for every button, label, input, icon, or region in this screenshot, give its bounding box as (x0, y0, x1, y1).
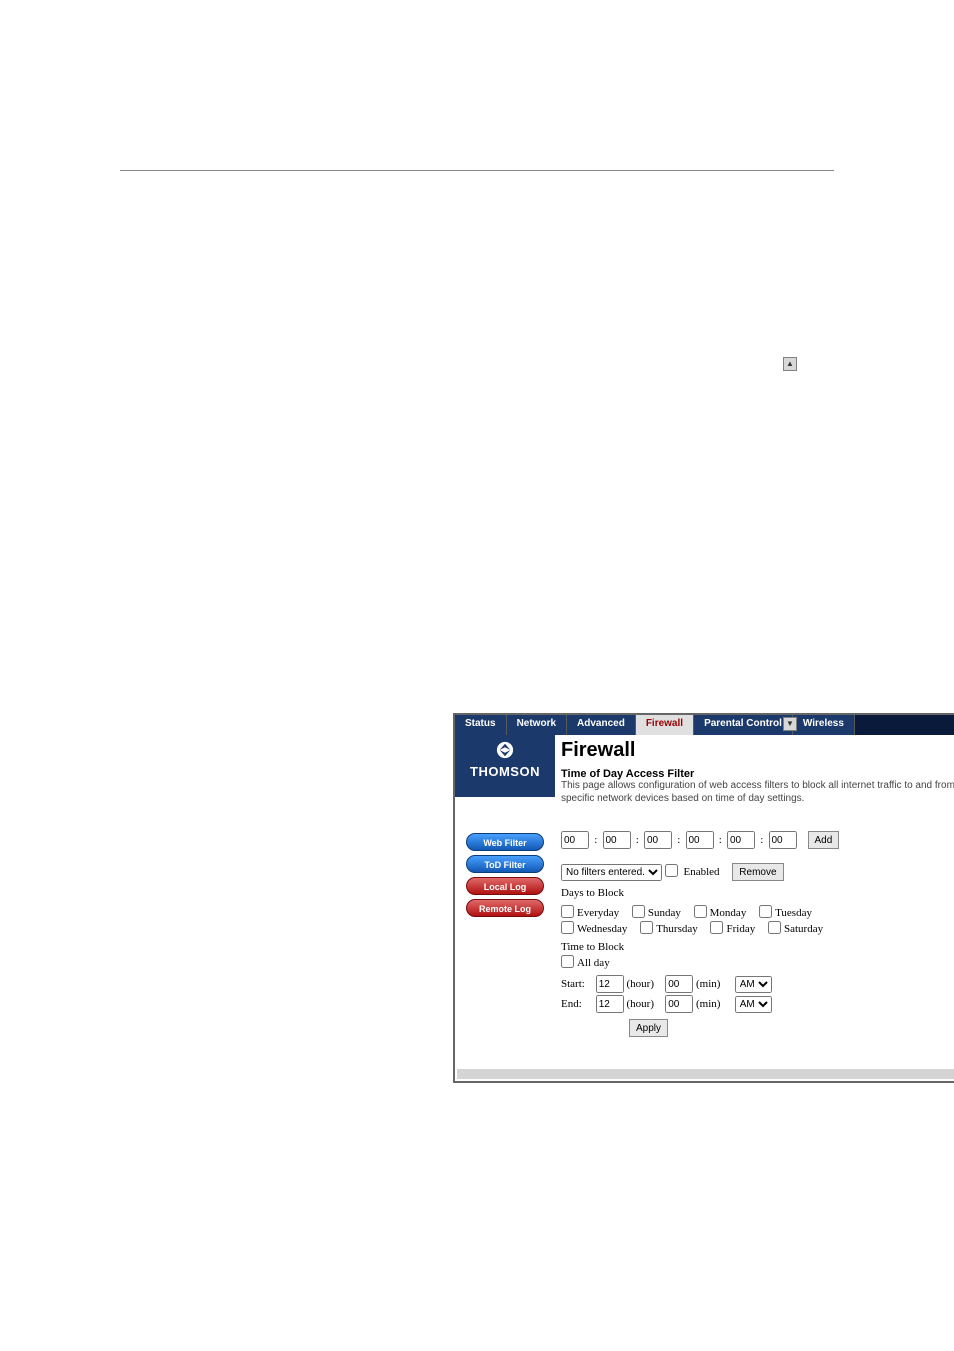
all-day-label: All day (577, 957, 610, 969)
day-label: Wednesday (577, 923, 627, 935)
hour-unit: (hour) (627, 978, 663, 990)
day-label: Tuesday (775, 907, 812, 919)
apply-row: Apply (629, 1019, 954, 1037)
day-wednesday[interactable]: Wednesday (561, 923, 627, 935)
day-monday-checkbox[interactable] (694, 905, 707, 918)
filters-select[interactable]: No filters entered. (561, 864, 662, 881)
brand-name: THOMSON (455, 764, 555, 779)
day-saturday[interactable]: Saturday (768, 923, 823, 935)
time-end-hour[interactable] (596, 995, 624, 1013)
content-area: Firewall Time of Day Access Filter This … (555, 735, 954, 1081)
day-everyday[interactable]: Everyday (561, 907, 619, 919)
min-unit: (min) (696, 978, 732, 990)
day-thursday-checkbox[interactable] (640, 921, 653, 934)
enabled-checkbox-wrap[interactable]: Enabled (665, 866, 723, 878)
day-monday[interactable]: Monday (694, 907, 747, 919)
mac-octet-2[interactable] (603, 831, 631, 849)
sidebar-item-web-filter[interactable]: Web Filter (466, 833, 544, 851)
day-label: Monday (710, 907, 747, 919)
add-button[interactable]: Add (808, 831, 840, 849)
page-description: This page allows configuration of web ac… (561, 780, 954, 805)
frame-scrollbar[interactable]: ▲ ▼ (783, 357, 797, 731)
day-wednesday-checkbox[interactable] (561, 921, 574, 934)
tab-status[interactable]: Status (455, 715, 507, 735)
day-label: Saturday (784, 923, 823, 935)
day-tuesday[interactable]: Tuesday (759, 907, 812, 919)
time-start-ampm[interactable]: AM PM (735, 976, 772, 993)
scroll-down-icon[interactable]: ▼ (783, 717, 797, 731)
remove-button[interactable]: Remove (732, 863, 783, 881)
mac-sep: : (716, 834, 724, 846)
mac-sep: : (633, 834, 641, 846)
mac-sep: : (758, 834, 766, 846)
days-heading: Days to Block (561, 887, 954, 899)
time-end-min[interactable] (665, 995, 693, 1013)
day-friday[interactable]: Friday (710, 923, 755, 935)
mac-octet-4[interactable] (686, 831, 714, 849)
time-start-min[interactable] (665, 975, 693, 993)
time-start-label: Start: (561, 978, 593, 990)
hour-unit: (hour) (627, 998, 663, 1010)
day-saturday-checkbox[interactable] (768, 921, 781, 934)
header-rule (120, 170, 834, 171)
app-window: Status Network Advanced Firewall Parenta… (453, 713, 954, 1083)
mac-address-row: : : : : : Add (561, 831, 954, 849)
min-unit: (min) (696, 998, 732, 1010)
all-day[interactable]: All day (561, 957, 610, 969)
sidebar: THOMSON Web Filter ToD Filter Local Log … (455, 735, 555, 1081)
tab-advanced[interactable]: Advanced (567, 715, 636, 735)
all-day-row: All day (561, 955, 954, 969)
brand-icon (494, 741, 516, 759)
day-label: Sunday (648, 907, 681, 919)
day-everyday-checkbox[interactable] (561, 905, 574, 918)
apply-button[interactable]: Apply (629, 1019, 668, 1037)
brand-logo: THOMSON (455, 735, 555, 797)
time-end-row: End: (hour) (min) AM PM (561, 995, 954, 1013)
time-end-label: End: (561, 998, 593, 1010)
time-start-hour[interactable] (596, 975, 624, 993)
day-sunday-checkbox[interactable] (632, 905, 645, 918)
sidebar-item-tod-filter[interactable]: ToD Filter (466, 855, 544, 873)
mac-octet-3[interactable] (644, 831, 672, 849)
page-title: Firewall (561, 739, 954, 762)
mac-sep: : (592, 834, 600, 846)
mac-octet-5[interactable] (727, 831, 755, 849)
sidebar-item-remote-log[interactable]: Remote Log (466, 899, 544, 917)
footer-bar (457, 1069, 954, 1079)
day-sunday[interactable]: Sunday (632, 907, 681, 919)
day-label: Everyday (577, 907, 619, 919)
mac-octet-6[interactable] (769, 831, 797, 849)
time-end-ampm[interactable]: AM PM (735, 996, 772, 1013)
days-row-1: Everyday Sunday Monday Tuesday (561, 905, 954, 919)
time-heading: Time to Block (561, 941, 954, 953)
filter-select-row: No filters entered. Enabled Remove (561, 863, 954, 881)
days-row-2: Wednesday Thursday Friday Saturday (561, 921, 954, 935)
scroll-up-icon[interactable]: ▲ (783, 357, 797, 371)
day-tuesday-checkbox[interactable] (759, 905, 772, 918)
mac-sep: : (675, 834, 683, 846)
time-start-row: Start: (hour) (min) AM PM (561, 975, 954, 993)
enabled-label: Enabled (684, 866, 720, 878)
enabled-checkbox[interactable] (665, 864, 678, 877)
day-label: Friday (726, 923, 755, 935)
day-friday-checkbox[interactable] (710, 921, 723, 934)
top-nav: Status Network Advanced Firewall Parenta… (455, 715, 954, 735)
day-label: Thursday (656, 923, 698, 935)
tab-network[interactable]: Network (507, 715, 567, 735)
tab-parental-control[interactable]: Parental Control (694, 715, 793, 735)
tab-wireless[interactable]: Wireless (793, 715, 855, 735)
all-day-checkbox[interactable] (561, 955, 574, 968)
page-subtitle: Time of Day Access Filter (561, 768, 954, 780)
nav-spacer (855, 715, 954, 735)
sidebar-item-local-log[interactable]: Local Log (466, 877, 544, 895)
tab-firewall[interactable]: Firewall (636, 715, 694, 735)
mac-octet-1[interactable] (561, 831, 589, 849)
day-thursday[interactable]: Thursday (640, 923, 698, 935)
